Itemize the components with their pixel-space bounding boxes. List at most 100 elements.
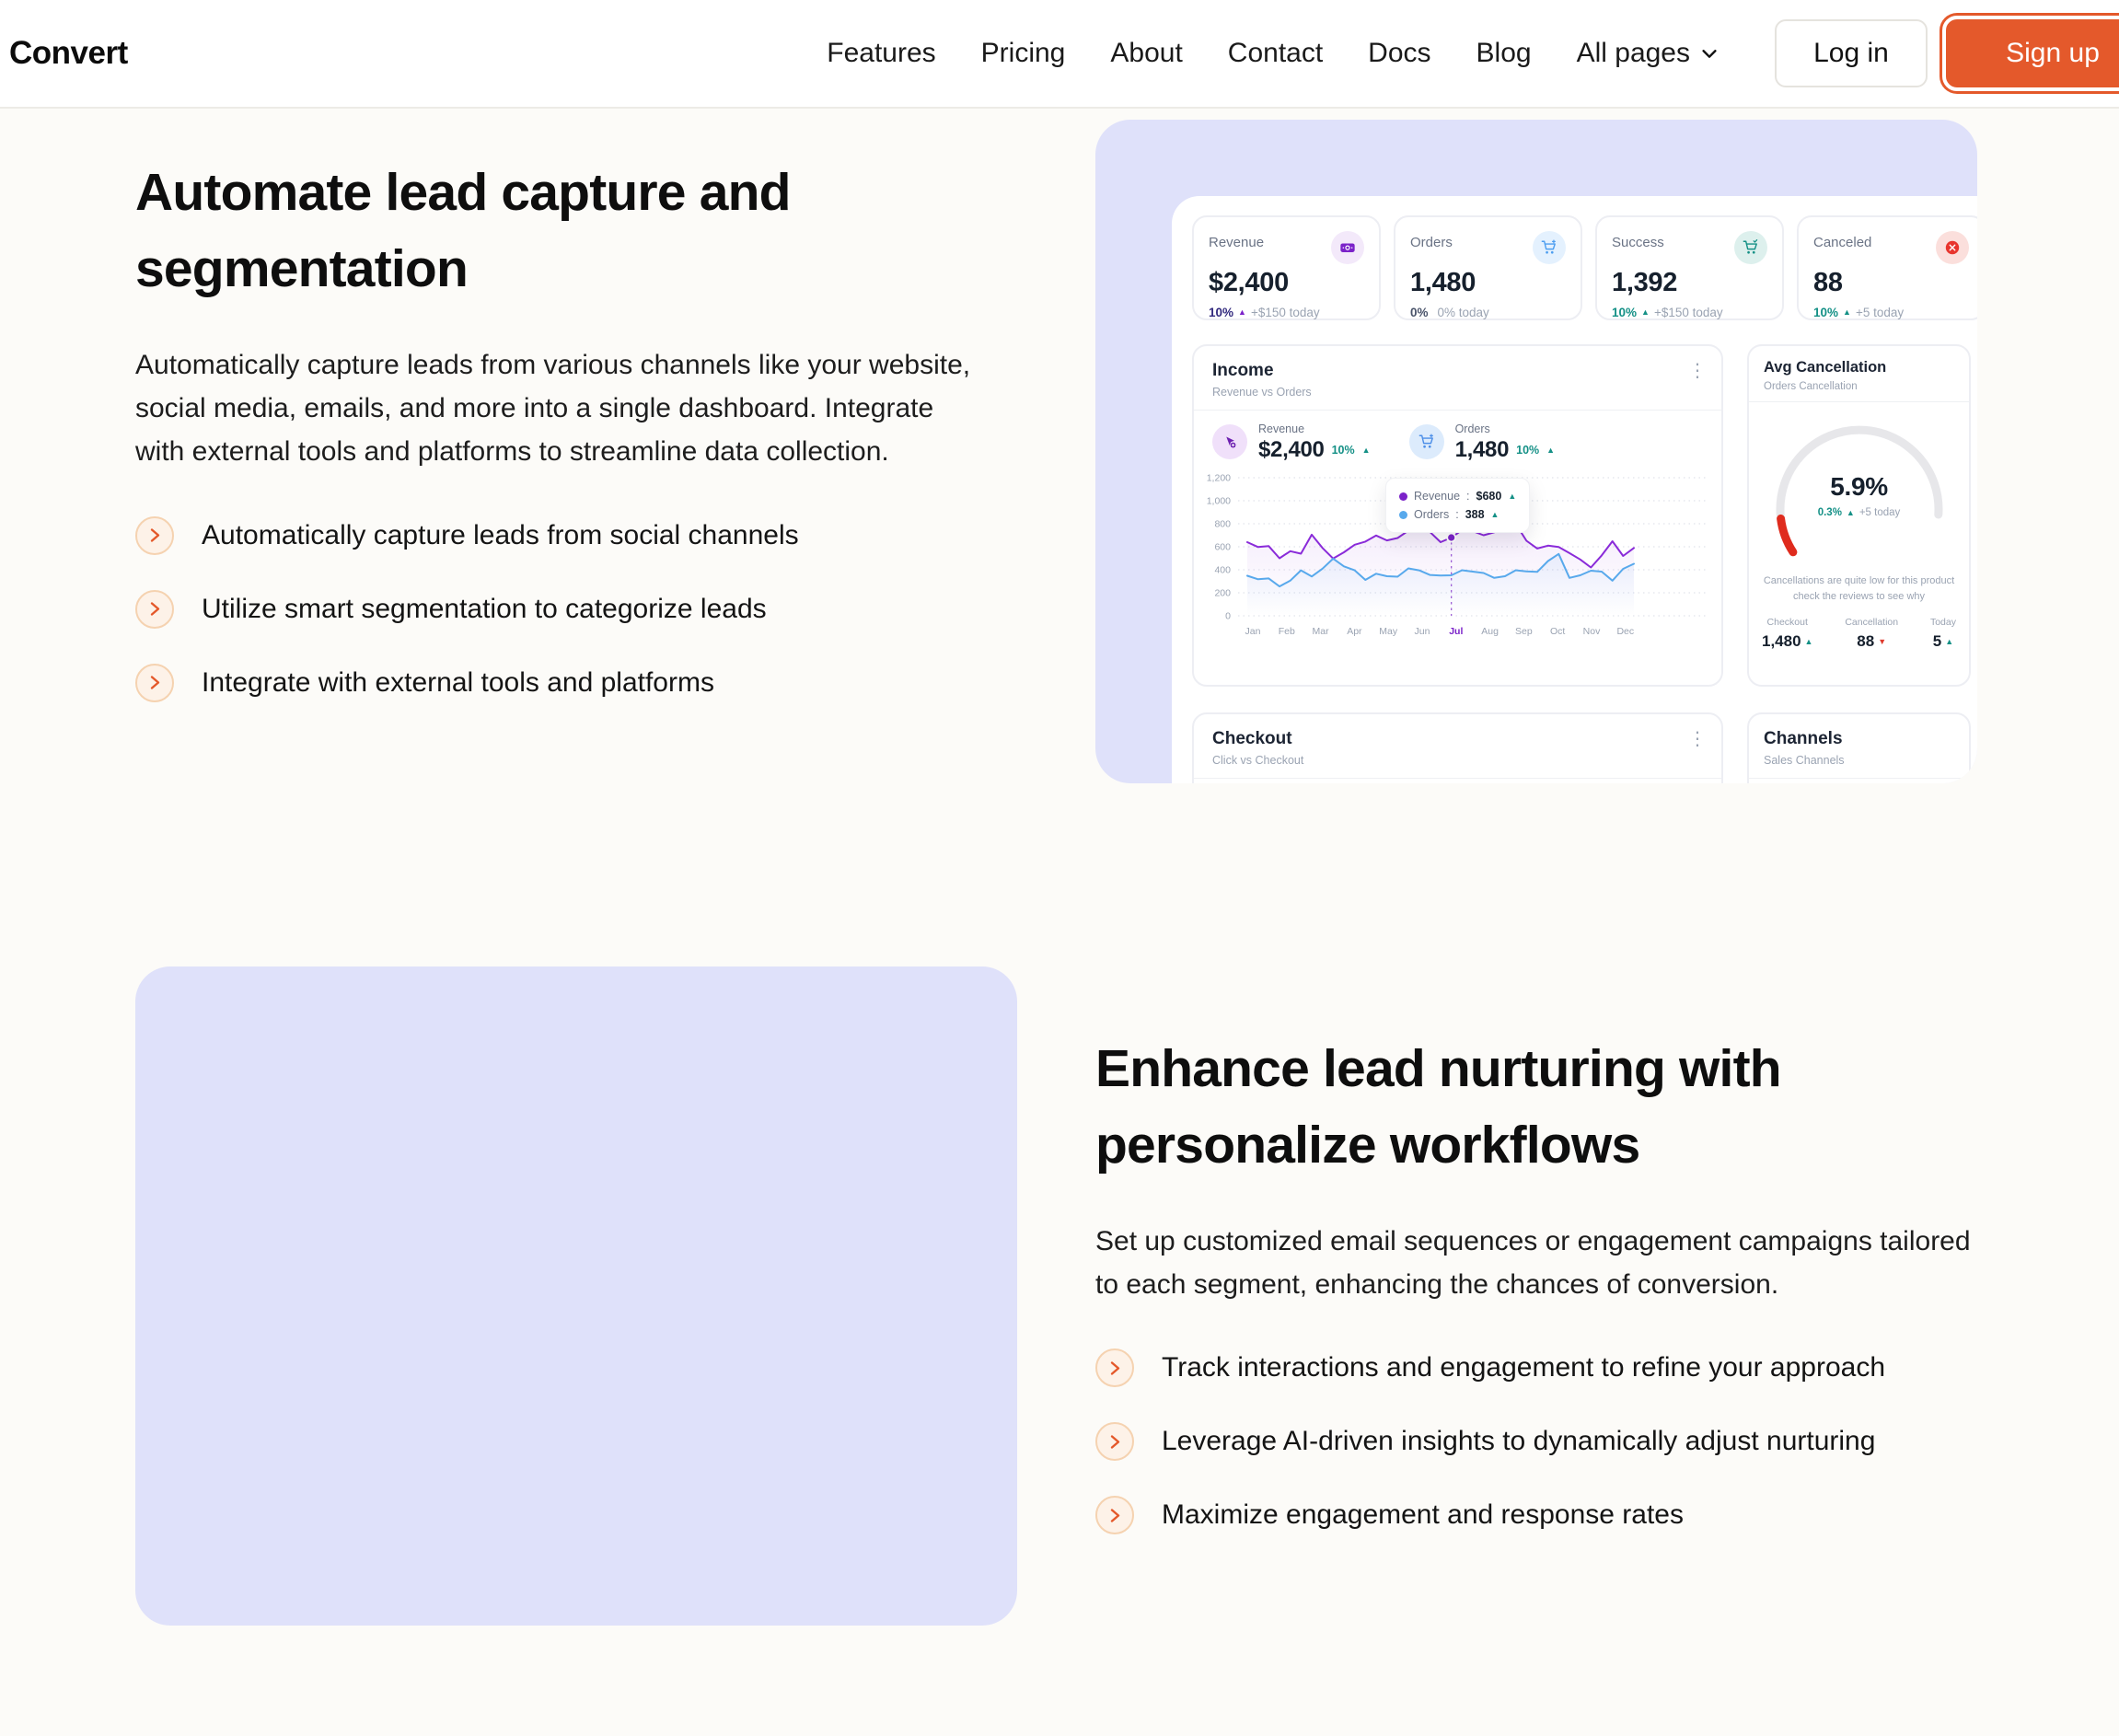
avg-cancellation-panel: Avg Cancellation Orders Cancellation 5.9… <box>1747 344 1971 687</box>
panel-subtitle: Click vs Checkout <box>1212 754 1304 767</box>
chevron-right-icon <box>135 515 174 555</box>
list-item: Maximize engagement and response rates <box>1095 1496 2002 1535</box>
stat-card-orders: Orders 1,480 0% 0% today <box>1394 215 1582 320</box>
stat-value: 1,392 <box>1612 268 1678 297</box>
revenue-dot-icon <box>1399 492 1407 501</box>
nav-dropdown-all-pages[interactable]: All pages <box>1577 38 1720 69</box>
nav-link-pricing[interactable]: Pricing <box>980 38 1066 68</box>
stat-card-revenue: Revenue $2,400 10% ▲ +$150 today <box>1192 215 1381 320</box>
section-lead-capture: Automate lead capture and segmentation A… <box>0 109 2119 966</box>
kebab-menu-icon[interactable]: ⋮ <box>1688 359 1707 381</box>
orders-dot-icon <box>1399 510 1407 519</box>
cancellation-stats: Checkout 1,480 ▲ Cancellation 88 ▼ Today 5… <box>1749 617 1969 651</box>
section1-heading: Automate lead capture and segmentation <box>135 163 791 298</box>
list-item: Integrate with external tools and platfo… <box>135 663 1019 702</box>
section2-paragraph: Set up customized email sequences or eng… <box>1095 1226 1971 1301</box>
svg-text:Jun: Jun <box>1415 626 1430 637</box>
stat-delta: 10% ▲ +5 today <box>1813 306 1905 319</box>
stat-value: 88 <box>1813 268 1843 297</box>
stat-label: Revenue <box>1209 235 1265 250</box>
login-button[interactable]: Log in <box>1775 19 1928 87</box>
list-item: Utilize smart segmentation to categorize… <box>135 589 1019 629</box>
stat-value: 1,480 <box>1410 268 1476 297</box>
section1-bullets: Automatically capture leads from social … <box>135 515 1019 702</box>
section1-paragraph: Automatically capture leads from various… <box>135 350 971 468</box>
chevron-right-icon <box>1095 1496 1134 1535</box>
cancellation-gauge: 5.9% 0.3% ▲ +5 today <box>1765 421 1954 561</box>
panel-subtitle: Sales Channels <box>1764 754 1845 767</box>
income-panel: Income Revenue vs Orders ⋮ Rev <box>1192 344 1723 687</box>
income-chart-svg: 1,200 1,000 800 600 400 200 0 Jan Feb Mar Apr May Ju… <box>1207 473 1706 637</box>
channels-panel: Channels Sales Channels <box>1747 712 1971 783</box>
cancellation-note: Cancellations are quite low for this pro… <box>1763 575 1955 602</box>
navbar: Convert Features Pricing About Contact D… <box>0 0 2119 109</box>
chevron-right-icon <box>135 663 174 702</box>
triangle-up-icon: ▲ <box>1238 307 1246 317</box>
chevron-right-icon <box>1095 1348 1134 1388</box>
cursor-click-icon <box>1212 424 1247 459</box>
svg-text:Dec: Dec <box>1616 626 1634 637</box>
chevron-right-icon <box>135 589 174 629</box>
cart-icon <box>1408 424 1444 459</box>
stat-cards-row: Revenue $2,400 10% ▲ +$150 today <box>1192 215 1977 320</box>
svg-text:400: 400 <box>1214 565 1231 576</box>
section2-bullets: Track interactions and engagement to ref… <box>1095 1348 2002 1535</box>
stat-delta: 0% 0% today <box>1410 306 1489 319</box>
panel-title: Channels <box>1764 729 1843 748</box>
stat-value: $2,400 <box>1209 268 1289 297</box>
nav-link-docs[interactable]: Docs <box>1368 38 1431 68</box>
svg-text:Nov: Nov <box>1583 626 1601 637</box>
triangle-up-icon: ▲ <box>1361 445 1371 455</box>
checkout-panel: Checkout Click vs Checkout ⋮ <box>1192 712 1723 783</box>
nav-link-contact[interactable]: Contact <box>1227 38 1324 68</box>
list-item: Automatically capture leads from social … <box>135 515 1019 555</box>
dashboard-mockup: Revenue $2,400 10% ▲ +$150 today <box>1095 120 1977 783</box>
panel-title: Checkout <box>1212 729 1292 748</box>
svg-text:Sep: Sep <box>1515 626 1533 637</box>
cancel-icon <box>1936 231 1969 264</box>
stat-checkout: Checkout 1,480 ▲ <box>1762 617 1813 650</box>
chevron-right-icon <box>1095 1422 1134 1462</box>
bullet-text: Leverage AI-driven insights to dynamical… <box>1162 1426 1876 1457</box>
money-icon <box>1331 231 1364 264</box>
media-placeholder <box>135 966 1017 1626</box>
svg-text:May: May <box>1379 626 1398 637</box>
cart-check-icon <box>1734 231 1767 264</box>
panel-title: Avg Cancellation <box>1764 359 1887 376</box>
brand-logo[interactable]: Convert <box>9 35 128 71</box>
svg-text:Aug: Aug <box>1481 626 1499 637</box>
section-lead-nurturing: Enhance lead nurturing with personalize … <box>0 966 2119 1736</box>
nav-link-features[interactable]: Features <box>827 38 936 68</box>
bullet-text: Automatically capture leads from social … <box>202 519 799 550</box>
kebab-menu-icon[interactable]: ⋮ <box>1688 727 1707 749</box>
bullet-text: Track interactions and engagement to ref… <box>1162 1352 1886 1383</box>
svg-text:Mar: Mar <box>1313 626 1330 637</box>
section1-text: Automate lead capture and segmentation A… <box>135 155 1019 737</box>
dashboard-panel: Revenue $2,400 10% ▲ +$150 today <box>1172 196 1977 783</box>
panel-subtitle: Revenue vs Orders <box>1212 386 1312 399</box>
svg-text:200: 200 <box>1214 588 1231 599</box>
stat-delta: 10% ▲ +$150 today <box>1209 306 1320 319</box>
gauge-delta: 0.3% ▲ +5 today <box>1817 507 1901 518</box>
svg-text:Jan: Jan <box>1245 626 1261 637</box>
list-item: Leverage AI-driven insights to dynamical… <box>1095 1422 2002 1462</box>
chevron-down-icon <box>1702 50 1717 58</box>
bullet-text: Utilize smart segmentation to categorize… <box>202 593 767 624</box>
panel-subtitle: Orders Cancellation <box>1764 381 1858 392</box>
svg-text:Apr: Apr <box>1347 626 1362 637</box>
svg-text:1,000: 1,000 <box>1207 496 1231 507</box>
triangle-up-icon: ▲ <box>1546 445 1556 455</box>
nav-links: Features Pricing About Contact Docs Blog… <box>827 38 1720 69</box>
nav-link-blog[interactable]: Blog <box>1476 38 1532 68</box>
chart-tooltip: Revenue : $680 ▲ Orders : 388 <box>1385 478 1531 533</box>
cart-icon <box>1533 231 1566 264</box>
nav-buttons: Log in Sign up <box>1775 16 2119 91</box>
svg-text:Oct: Oct <box>1550 626 1565 637</box>
svg-text:600: 600 <box>1214 542 1231 553</box>
dashboard-bottom-row: Checkout Click vs Checkout ⋮ Channels Sa… <box>1192 712 1977 783</box>
signup-button[interactable]: Sign up <box>1942 16 2119 91</box>
legend-orders: Orders 1,480 10% ▲ <box>1408 422 1556 463</box>
nav-link-about[interactable]: About <box>1110 38 1183 68</box>
stat-cancellation: Cancellation 88 ▼ <box>1845 617 1899 650</box>
all-pages-label: All pages <box>1576 38 1690 68</box>
